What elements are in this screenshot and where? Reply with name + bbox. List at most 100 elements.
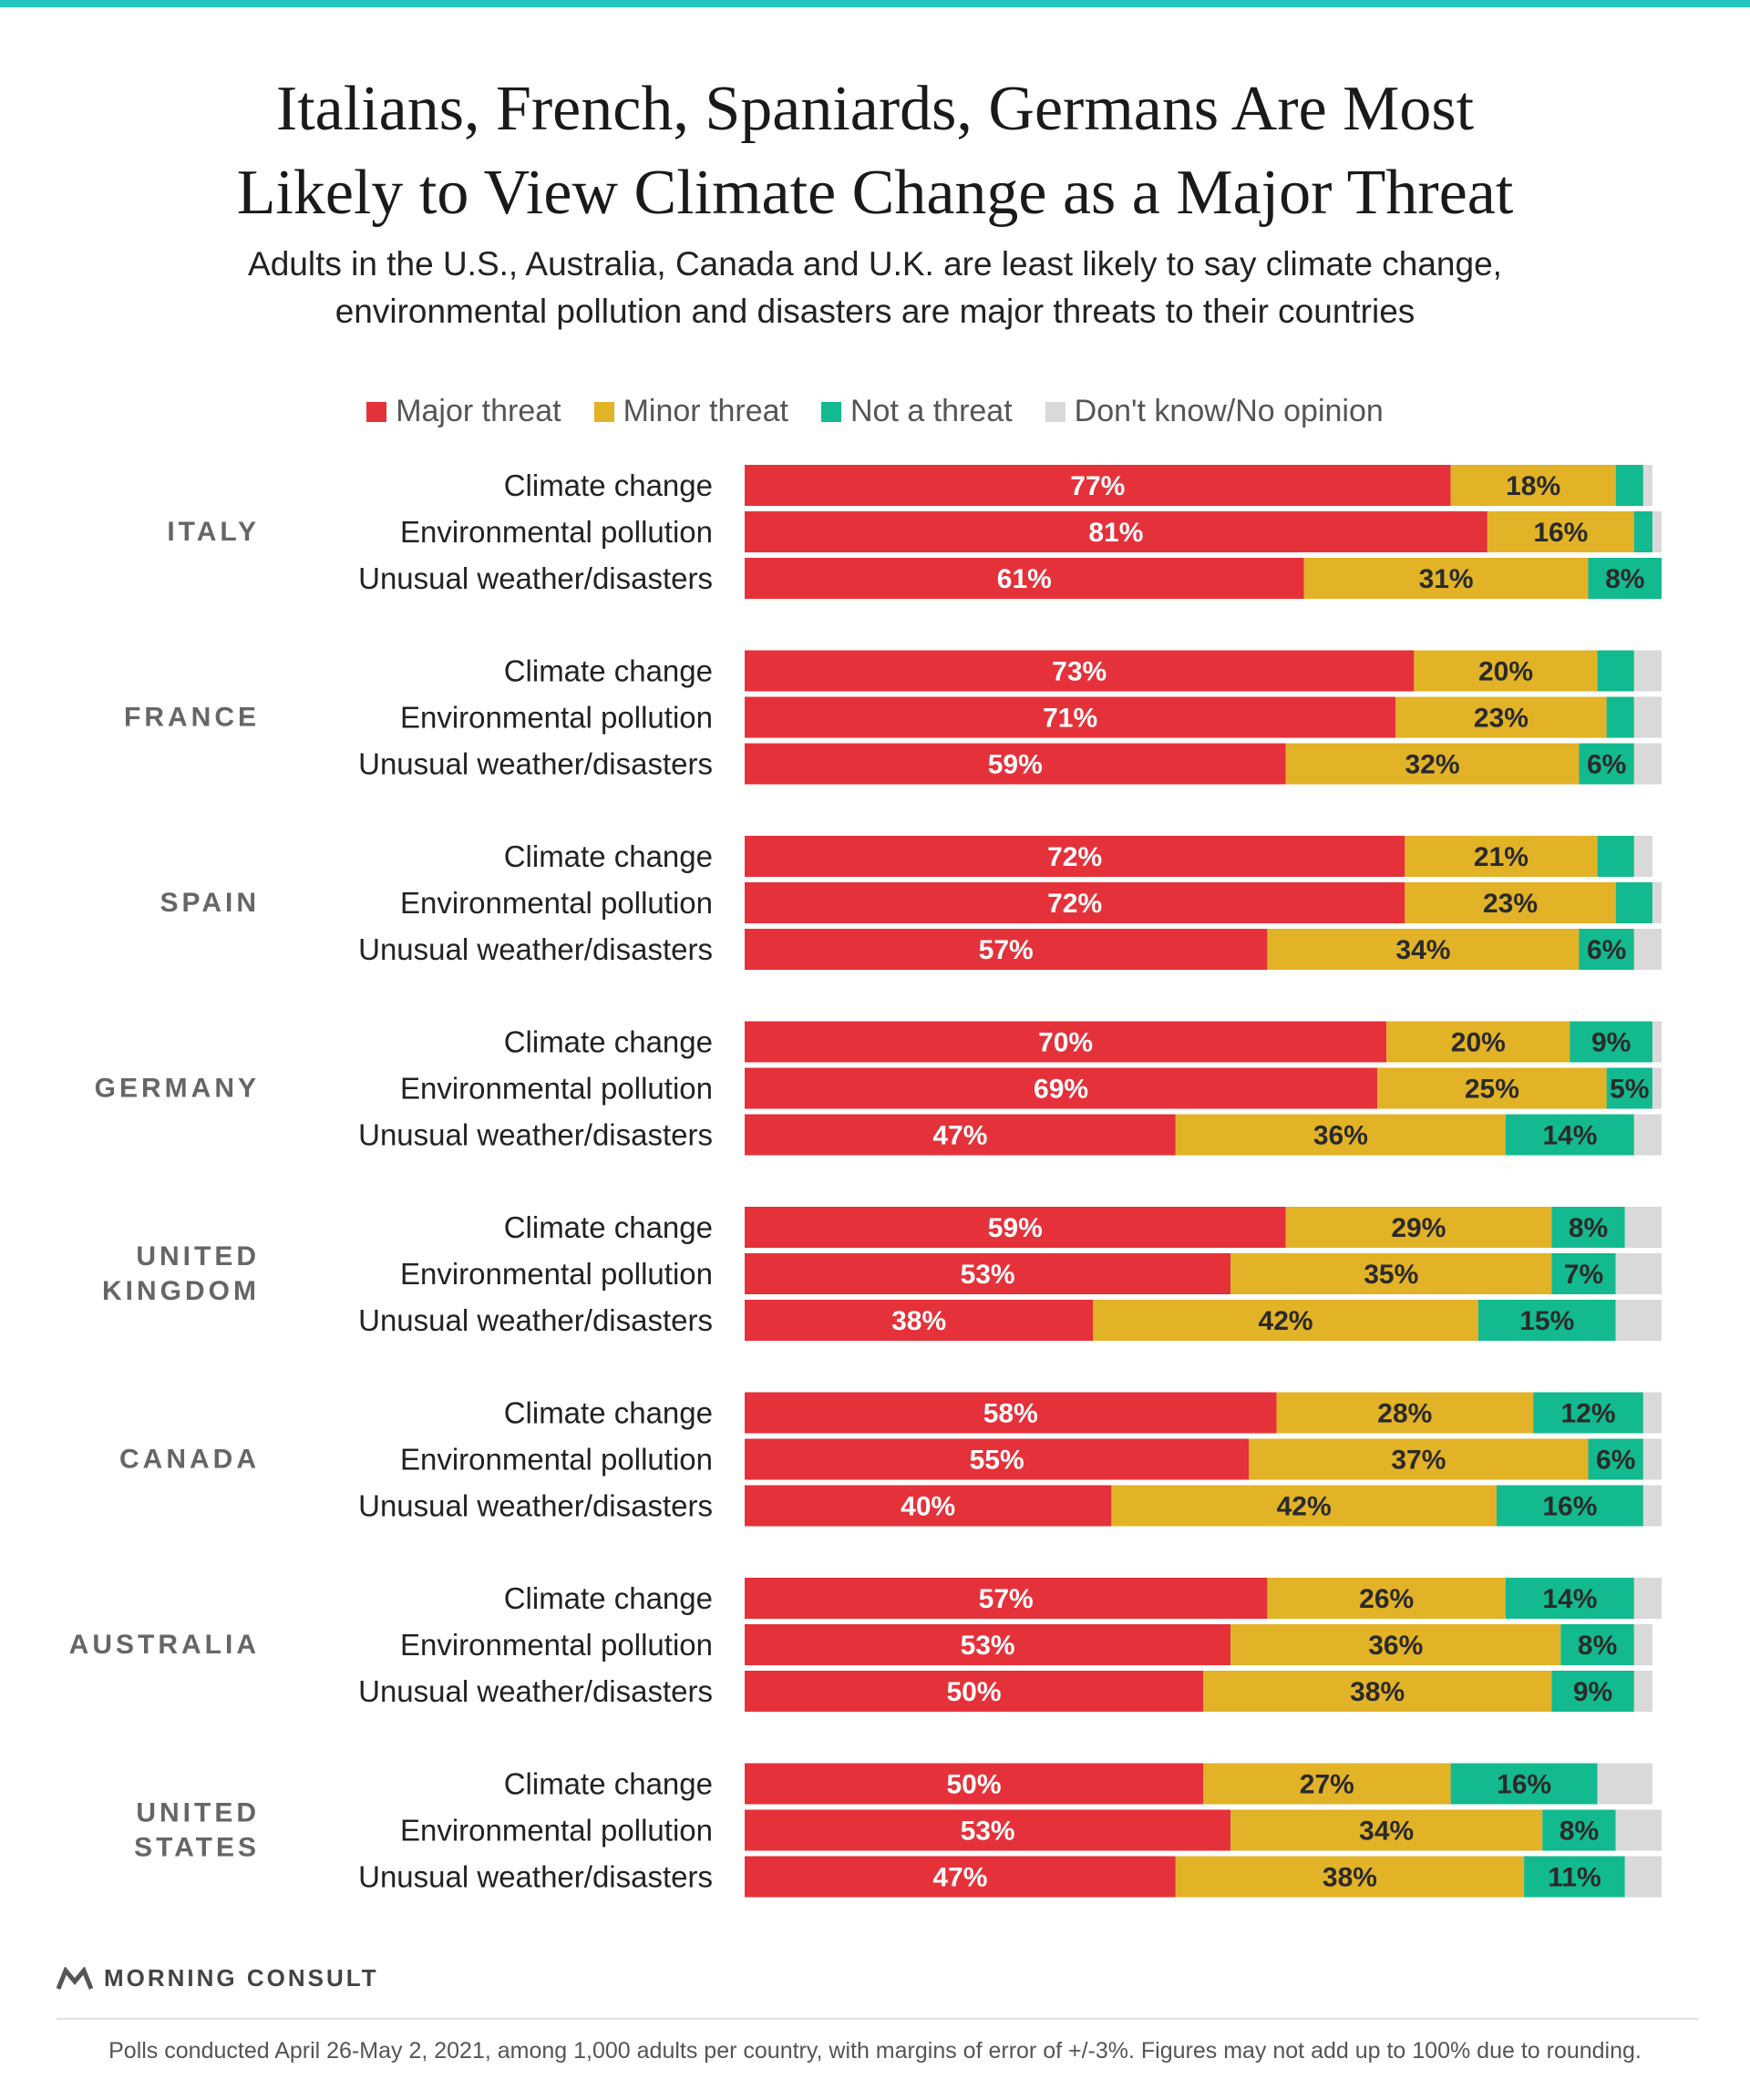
bar-segment-dont-know <box>1615 1253 1662 1294</box>
data-label-minor: 38% <box>1323 1863 1377 1893</box>
bar-segment-major <box>745 1392 1277 1434</box>
data-label-minor: 38% <box>1350 1677 1405 1707</box>
data-label-major: 53% <box>961 1260 1015 1290</box>
chart-title: Italians, French, Spaniards, Germans Are… <box>0 67 1750 235</box>
data-label-major: 59% <box>988 750 1043 780</box>
row-label: Unusual weather/disasters <box>358 747 713 781</box>
bar-segment-minor <box>1405 836 1598 877</box>
row-label: Climate change <box>504 1210 713 1244</box>
row-label: Climate change <box>504 1025 713 1059</box>
data-label-major: 59% <box>988 1213 1043 1243</box>
bar-segment-not-a-threat <box>1505 1578 1634 1619</box>
legend-swatch-not <box>821 401 841 422</box>
bar-segment-dont-know <box>1633 836 1652 877</box>
data-label-not-a-threat: 6% <box>1587 750 1626 780</box>
bar-segment-dont-know <box>1652 1067 1662 1109</box>
bar-segment-minor <box>1285 743 1580 785</box>
legend-item-minor: Minor threat <box>593 394 788 429</box>
data-label-minor: 16% <box>1533 518 1588 548</box>
bar-segment-not-a-threat <box>1606 1067 1652 1109</box>
bar-segment-minor <box>1203 1671 1552 1712</box>
data-label-minor: 23% <box>1483 889 1538 919</box>
data-label-major: 61% <box>997 564 1052 594</box>
bar-segment-not-a-threat <box>1579 743 1634 785</box>
footnote: Polls conducted April 26-May 2, 2021, am… <box>108 2038 1642 2064</box>
bar-segment-major <box>745 650 1415 692</box>
data-label-major: 72% <box>1047 889 1102 919</box>
bar-segment-not-a-threat <box>1579 929 1634 970</box>
row-label: Climate change <box>504 1396 713 1430</box>
bar-segment-minor <box>1203 1763 1451 1805</box>
bar-segment-not-a-threat <box>1570 1021 1652 1063</box>
bar-segment-dont-know <box>1652 511 1662 552</box>
data-label-minor: 29% <box>1391 1213 1446 1243</box>
row-label: Environmental pollution <box>400 1628 713 1662</box>
bar-segment-dont-know <box>1652 1021 1662 1063</box>
bar-segment-minor <box>1303 558 1589 599</box>
bar-segment-minor <box>1285 1207 1552 1248</box>
data-label-not-a-threat: 16% <box>1497 1770 1551 1800</box>
bar-segment-major <box>745 1067 1378 1109</box>
data-label-major: 53% <box>961 1631 1015 1661</box>
row-label: Environmental pollution <box>400 1443 713 1477</box>
data-label-major: 38% <box>891 1306 946 1336</box>
row-label: Climate change <box>504 468 713 502</box>
bar-segment-minor <box>1487 511 1634 552</box>
data-label-minor: 18% <box>1506 471 1560 501</box>
row-label: Unusual weather/disasters <box>358 932 713 966</box>
bar-segment-minor <box>1405 882 1616 923</box>
bar-segment-dont-know <box>1615 1300 1662 1341</box>
bar-segment-major <box>745 1763 1203 1805</box>
chart-subtitle: Adults in the U.S., Australia, Canada an… <box>0 241 1750 335</box>
country-label: AUSTRALIA <box>69 1630 260 1660</box>
data-label-minor: 25% <box>1465 1075 1519 1105</box>
bar-segment-minor <box>1093 1300 1478 1341</box>
data-label-minor: 32% <box>1405 750 1459 780</box>
data-label-major: 50% <box>946 1770 1001 1800</box>
bar-segment-dont-know <box>1624 1207 1662 1248</box>
data-label-not-a-threat: 16% <box>1542 1492 1597 1522</box>
data-label-not-a-threat: 11% <box>1548 1863 1601 1893</box>
country-label: KINGDOM <box>102 1276 260 1306</box>
footer-divider <box>57 2018 1699 2020</box>
legend-label-major: Major threat <box>396 394 561 428</box>
bar-segment-minor <box>1450 465 1616 506</box>
data-label-not-a-threat: 8% <box>1605 564 1644 594</box>
bar-segment-major <box>745 1856 1176 1898</box>
bar-segment-major <box>745 1624 1231 1665</box>
row-label: Climate change <box>504 654 713 688</box>
row-label: Climate change <box>504 839 713 873</box>
bar-segment-dont-know <box>1642 1392 1662 1434</box>
bar-segment-not-a-threat <box>1551 1207 1625 1248</box>
row-label: Environmental pollution <box>400 701 713 735</box>
bar-segment-major <box>745 1485 1112 1527</box>
bar-segment-not-a-threat <box>1597 650 1634 692</box>
title-line-1: Italians, French, Spaniards, Germans Are… <box>275 74 1475 144</box>
data-label-minor: 27% <box>1300 1770 1354 1800</box>
bar-segment-minor <box>1175 1856 1525 1898</box>
country-label: CANADA <box>119 1445 260 1475</box>
data-label-not-a-threat: 14% <box>1542 1584 1597 1614</box>
legend-swatch-minor <box>593 401 614 422</box>
brand-name: MORNING CONSULT <box>104 1964 379 1992</box>
data-label-major: 73% <box>1052 657 1107 687</box>
bar-segment-minor <box>1230 1253 1552 1294</box>
bar-segment-dont-know <box>1633 696 1662 738</box>
bar-segment-major <box>745 1207 1286 1248</box>
bar-segment-not-a-threat <box>1615 882 1652 923</box>
data-label-minor: 21% <box>1474 842 1529 872</box>
bar-segment-not-a-threat <box>1477 1300 1616 1341</box>
data-label-major: 53% <box>961 1817 1015 1847</box>
bar-segment-dont-know <box>1597 1763 1652 1805</box>
bar-segment-not-a-threat <box>1597 836 1634 877</box>
bar-segment-dont-know <box>1652 882 1662 923</box>
data-label-major: 47% <box>932 1863 987 1893</box>
data-label-not-a-threat: 8% <box>1578 1631 1617 1661</box>
bar-segment-major <box>745 1021 1387 1063</box>
top-accent-bar <box>0 0 1750 7</box>
bar-segment-dont-know <box>1624 1856 1662 1898</box>
data-label-major: 70% <box>1038 1028 1093 1058</box>
bar-segment-minor <box>1249 1438 1589 1480</box>
country-label: GERMANY <box>95 1074 260 1104</box>
bar-segment-minor <box>1230 1624 1561 1665</box>
